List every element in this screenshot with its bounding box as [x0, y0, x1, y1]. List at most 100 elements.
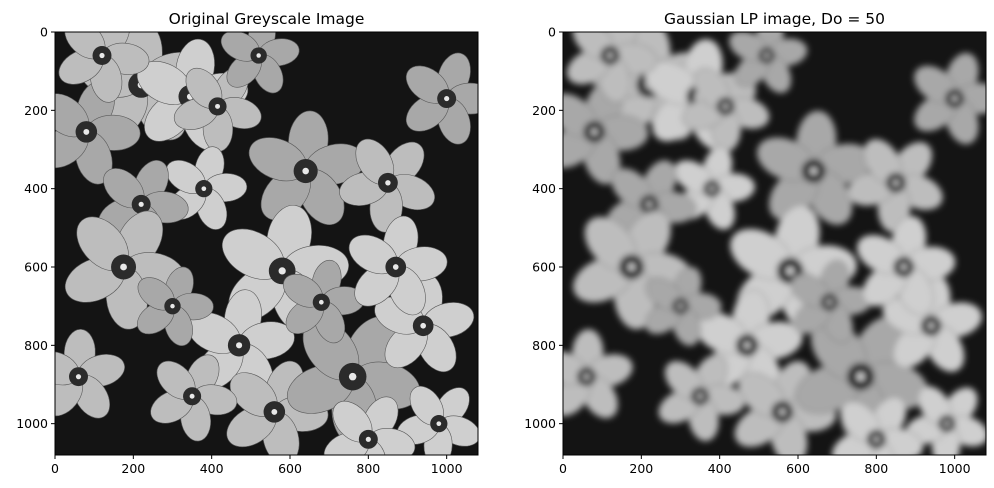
y-tick-label: 200: [532, 103, 556, 118]
panel-gaussian-lp: Gaussian LP image, Do = 50 0 200 400 600 800…: [524, 10, 987, 476]
flower: [847, 138, 943, 233]
stamen: [138, 201, 144, 207]
flower: [348, 215, 448, 316]
stamen: [744, 342, 751, 349]
y-tick-label: 0: [548, 25, 556, 40]
stamen: [928, 322, 934, 329]
y-tick-label: 400: [24, 181, 48, 196]
stamen: [591, 128, 598, 135]
stamen: [236, 342, 243, 349]
flower: [563, 329, 633, 419]
stamen: [779, 408, 786, 415]
flower: [396, 385, 478, 455]
stamen: [348, 372, 357, 381]
y-tick-label: 600: [532, 260, 556, 275]
stamen: [583, 374, 590, 380]
flower: [913, 52, 986, 145]
axes-frame: [562, 31, 987, 456]
stamen: [607, 52, 613, 59]
stamen: [709, 186, 715, 192]
panel-original: Original Greyscale Image 0 200 400 600 800 10…: [16, 10, 479, 476]
stamen: [256, 53, 261, 58]
stamen: [83, 128, 90, 135]
flower: [173, 67, 262, 152]
stamen: [271, 408, 278, 415]
stamen: [646, 201, 652, 207]
flower: [695, 289, 803, 397]
x-tick-label: 800: [864, 461, 888, 476]
flower: [165, 146, 248, 230]
flower: [55, 329, 125, 419]
stamen: [856, 372, 865, 381]
y-tick-label: 800: [532, 338, 556, 353]
y-tick-label: 600: [24, 260, 48, 275]
flower: [323, 396, 416, 455]
x-tick-label: 400: [708, 461, 732, 476]
stamen: [99, 52, 105, 59]
stamen: [873, 436, 879, 442]
x-tick-label: 0: [559, 461, 567, 476]
stamen: [120, 263, 127, 271]
x-tick-label: 1000: [431, 461, 463, 476]
flower: [187, 289, 295, 397]
flower: [572, 210, 694, 330]
y-tick-label: 400: [532, 181, 556, 196]
stamen: [318, 299, 324, 305]
flower: [566, 32, 658, 103]
stamen: [786, 267, 794, 275]
stamen: [944, 421, 950, 427]
flower: [791, 259, 873, 344]
x-tick-label: 1000: [939, 461, 971, 476]
stamen: [392, 264, 399, 270]
x-tick-label: 600: [278, 461, 302, 476]
x-tick-label: 0: [51, 461, 59, 476]
stamen: [420, 322, 426, 329]
flower: [831, 396, 924, 455]
y-tick-label: 1000: [524, 416, 556, 431]
y-tick-label: 1000: [16, 416, 48, 431]
flower: [405, 52, 478, 145]
panel-title: Gaussian LP image, Do = 50: [664, 10, 885, 28]
stamen: [170, 303, 175, 309]
panel-title: Original Greyscale Image: [169, 10, 365, 28]
flower: [58, 32, 150, 103]
stamen: [900, 264, 907, 270]
y-axis: 0 200 400 600 800 1000: [524, 25, 563, 431]
x-tick-label: 200: [121, 461, 145, 476]
y-tick-label: 800: [24, 338, 48, 353]
stamen: [444, 95, 450, 102]
stamen: [723, 103, 729, 109]
stamen: [628, 263, 635, 271]
axes-frame: [54, 31, 479, 456]
y-tick-label: 0: [40, 25, 48, 40]
stamen: [764, 53, 769, 58]
stamen: [810, 167, 817, 175]
flower: [339, 138, 435, 233]
flower-image-blurred: [563, 32, 986, 455]
stamen: [385, 180, 391, 186]
stamen: [893, 180, 899, 186]
x-tick-label: 600: [786, 461, 810, 476]
stamen: [302, 167, 309, 175]
flower: [882, 273, 983, 373]
stamen: [189, 393, 195, 399]
flower: [644, 266, 722, 346]
x-axis: 0 200 400 600 800 1000: [559, 455, 971, 476]
flower: [728, 32, 808, 94]
stamen: [697, 393, 703, 399]
flower: [136, 266, 214, 346]
flower: [150, 354, 238, 442]
flower-image: [55, 32, 478, 455]
x-tick-label: 400: [200, 461, 224, 476]
flower: [756, 110, 874, 225]
x-tick-label: 800: [356, 461, 380, 476]
y-tick-label: 200: [24, 103, 48, 118]
stamen: [201, 186, 207, 192]
stamen: [75, 374, 82, 380]
stamen: [365, 436, 371, 442]
stamen: [826, 299, 832, 305]
stamen: [678, 303, 683, 309]
stamen: [952, 95, 958, 102]
stamen: [278, 267, 286, 275]
x-tick-label: 200: [629, 461, 653, 476]
